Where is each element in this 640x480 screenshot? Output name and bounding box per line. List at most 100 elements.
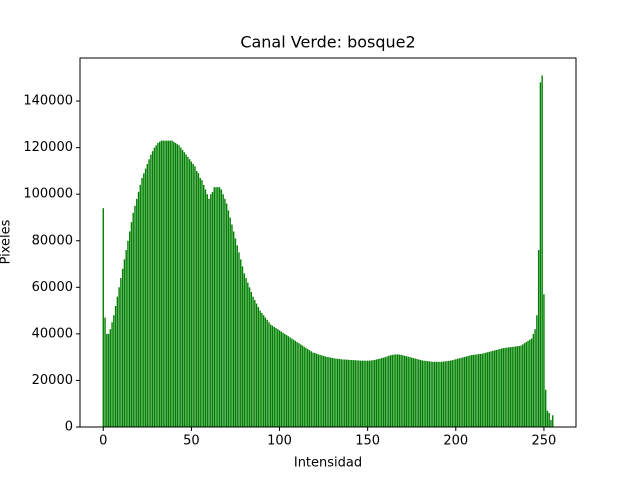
bar <box>199 177 201 427</box>
bar <box>275 328 277 427</box>
bar <box>301 345 304 427</box>
bar <box>493 350 496 427</box>
bar <box>470 355 473 427</box>
bar <box>552 415 554 427</box>
bar <box>444 361 446 427</box>
bar <box>261 312 263 427</box>
bar <box>425 360 427 427</box>
bar <box>403 355 406 427</box>
bar <box>190 161 193 427</box>
bar <box>455 359 457 427</box>
bar <box>366 360 369 427</box>
bar <box>280 331 282 427</box>
bar <box>442 361 445 427</box>
bar <box>287 336 290 427</box>
bar <box>507 347 510 427</box>
bar <box>435 361 438 427</box>
bar <box>472 354 475 427</box>
bar <box>379 358 381 427</box>
bar <box>451 360 453 427</box>
bar <box>232 231 235 427</box>
bar <box>497 349 499 427</box>
bar <box>440 361 443 427</box>
bar <box>486 352 489 427</box>
bar <box>136 198 138 427</box>
bar <box>104 317 106 427</box>
bar <box>292 339 295 427</box>
bar <box>252 296 254 427</box>
bar <box>247 282 249 427</box>
bar <box>171 140 173 428</box>
bar <box>393 354 395 427</box>
bar <box>389 355 392 427</box>
bar <box>433 361 436 427</box>
bar <box>449 360 452 427</box>
bar <box>532 333 535 427</box>
bar <box>336 358 339 427</box>
bar <box>132 212 134 427</box>
bar <box>303 346 305 427</box>
bar <box>446 361 448 427</box>
bar <box>485 352 487 427</box>
bar <box>384 357 386 427</box>
bar <box>285 335 288 427</box>
bar <box>439 361 441 427</box>
bar <box>167 140 170 428</box>
bar <box>388 355 390 427</box>
bar <box>109 329 112 427</box>
bar <box>352 360 355 427</box>
bar <box>495 349 498 427</box>
bar <box>460 357 462 427</box>
bar <box>462 357 464 427</box>
bar <box>181 149 184 427</box>
bar <box>245 278 247 427</box>
bar <box>396 354 399 427</box>
bar <box>411 357 413 427</box>
bar <box>312 352 314 427</box>
bar <box>296 342 298 427</box>
x-tick-label: 0 <box>99 434 107 449</box>
bar <box>192 163 194 428</box>
bar <box>180 147 182 427</box>
bar <box>204 189 207 427</box>
bar <box>113 315 115 427</box>
y-tick-label: 60000 <box>32 280 73 295</box>
bar <box>499 349 501 427</box>
bar <box>469 355 471 427</box>
bar <box>358 360 360 427</box>
y-tick-label: 120000 <box>23 140 73 155</box>
bar <box>365 360 367 427</box>
y-tick-label: 0 <box>65 420 73 435</box>
bar <box>402 355 404 427</box>
bar <box>187 156 189 427</box>
bar <box>264 317 267 427</box>
bar <box>511 346 513 427</box>
bar <box>305 347 307 427</box>
bar <box>513 346 515 427</box>
bars <box>102 75 554 428</box>
bar <box>326 356 328 427</box>
bar <box>238 252 240 427</box>
bar <box>250 291 253 427</box>
bar <box>333 358 335 427</box>
bar <box>448 360 450 427</box>
bar <box>208 198 210 427</box>
bar <box>121 268 124 427</box>
x-tick-label: 200 <box>443 434 468 449</box>
bar <box>419 359 422 427</box>
bar <box>222 194 224 427</box>
bar <box>224 198 226 427</box>
bar <box>529 339 531 427</box>
bar <box>174 142 177 427</box>
bar <box>259 310 261 427</box>
bar <box>308 350 311 427</box>
bar <box>307 349 309 427</box>
bar <box>375 359 378 427</box>
bar <box>227 210 230 427</box>
bar <box>483 353 485 427</box>
bar <box>111 322 113 427</box>
bar <box>153 147 156 427</box>
bar <box>400 354 402 427</box>
bar <box>213 187 216 427</box>
